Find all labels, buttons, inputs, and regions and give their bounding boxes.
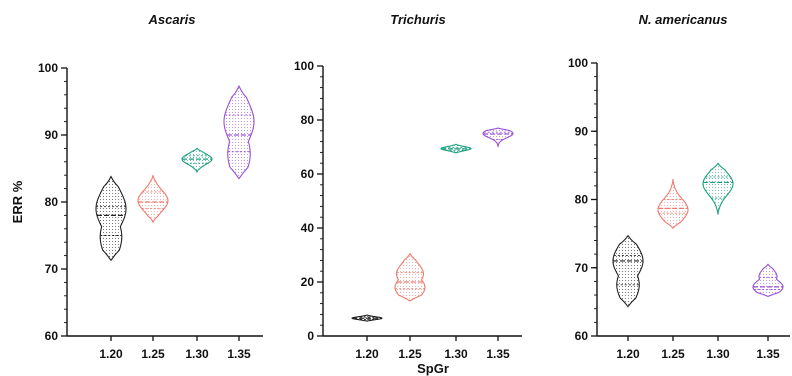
y-axis-title: ERR % <box>10 180 25 223</box>
x-tick-label: 1.35 <box>227 347 251 361</box>
x-tick-label: 1.25 <box>141 347 165 361</box>
y-tick-label: 80 <box>45 195 59 209</box>
x-tick-label: 1.30 <box>444 347 468 361</box>
violin-1.25 <box>394 252 426 302</box>
y-tick-label: 100 <box>38 61 58 75</box>
y-tick-label: 70 <box>45 262 59 276</box>
y-tick-label: 0 <box>307 329 314 343</box>
x-tick-label: 1.20 <box>355 347 379 361</box>
x-tick-label: 1.35 <box>756 347 780 361</box>
panel-title: Trichuris <box>390 12 445 27</box>
violin-1.30 <box>181 147 213 174</box>
panel-1: Ascaris 60 70 80 90 100 ERR % 1.20 1.25 1.30 1.35 <box>10 12 263 361</box>
x-tick-label: 1.20 <box>99 347 123 361</box>
violin-1.25 <box>137 175 169 224</box>
panel-title: N. americanus <box>639 12 728 27</box>
y-tick-label: 20 <box>301 275 315 289</box>
y-tick-label: 100 <box>294 59 314 73</box>
y-tick-label: 60 <box>45 329 59 343</box>
x-axis-title: SpGr <box>417 361 449 376</box>
x-tick-label: 1.25 <box>398 347 422 361</box>
y-tick-label: 100 <box>568 56 588 70</box>
x-tick-label: 1.30 <box>185 347 209 361</box>
x-tick-label: 1.35 <box>486 347 510 361</box>
y-tick-label: 40 <box>301 221 315 235</box>
violin-1.25 <box>657 178 689 229</box>
violin-1.35 <box>752 263 784 298</box>
violin-1.30 <box>702 162 734 215</box>
violin-1.20 <box>95 175 127 262</box>
x-tick-label: 1.25 <box>661 347 685 361</box>
y-tick-label: 90 <box>575 124 589 138</box>
y-tick-label: 90 <box>45 128 59 142</box>
y-tick-label: 80 <box>575 193 589 207</box>
panel-3: N. americanus 60 70 80 90 100 1.20 1.25 1.30 1.35 <box>568 12 790 361</box>
y-tick-label: 70 <box>575 261 589 275</box>
violin-1.35 <box>223 84 255 180</box>
panel-2: Trichuris 0 20 40 60 80 100 SpGr 1.20 1.25 1.30 1.3… <box>294 12 522 376</box>
y-tick-label: 80 <box>301 113 315 127</box>
x-tick-label: 1.20 <box>616 347 640 361</box>
x-tick-label: 1.30 <box>706 347 730 361</box>
violin-1.20 <box>612 234 644 308</box>
violin-1.35 <box>482 127 514 148</box>
panel-title: Ascaris <box>148 12 196 27</box>
y-tick-label: 60 <box>575 329 589 343</box>
y-tick-label: 60 <box>301 167 315 181</box>
